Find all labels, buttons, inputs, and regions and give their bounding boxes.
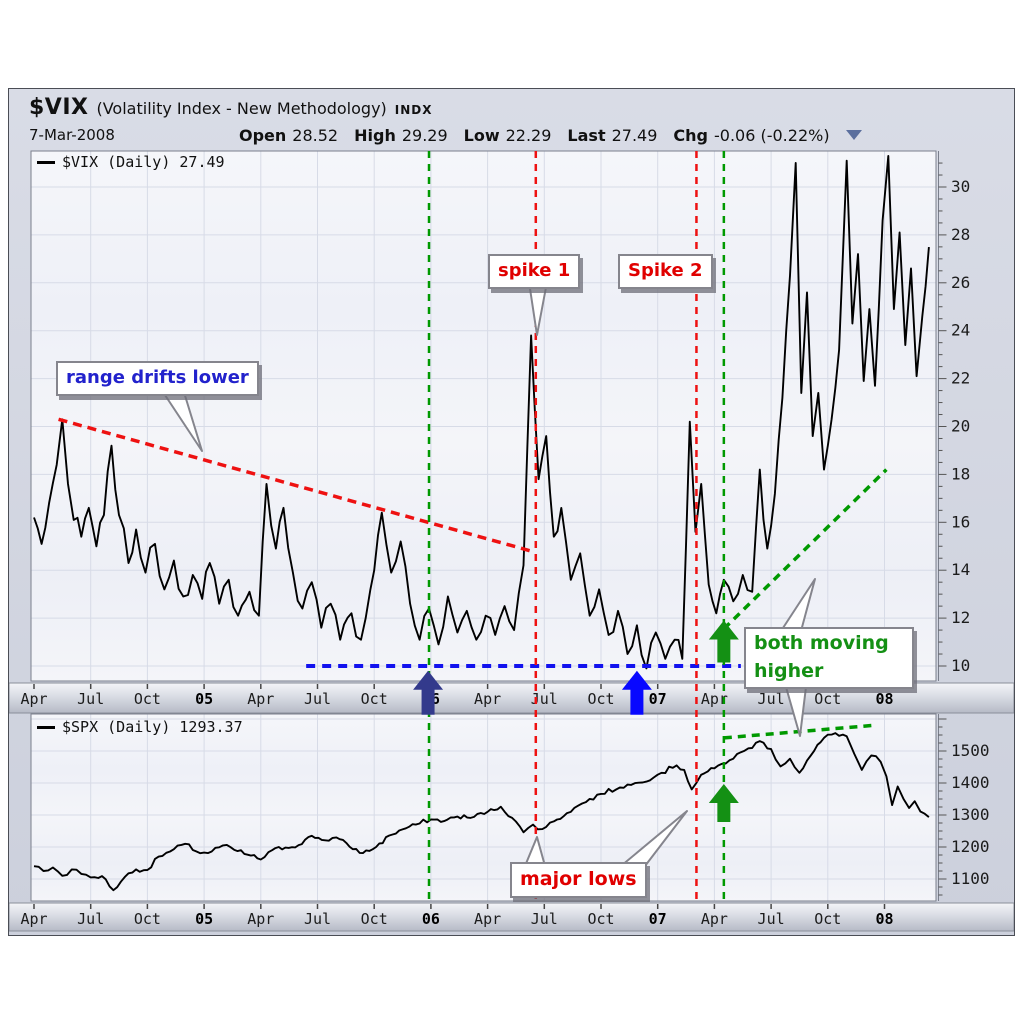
svg-text:Oct: Oct (814, 690, 841, 708)
svg-text:Jul: Jul (531, 910, 558, 928)
svg-text:Oct: Oct (361, 690, 388, 708)
svg-text:Oct: Oct (814, 910, 841, 928)
svg-text:14: 14 (951, 560, 970, 579)
svg-text:Apr: Apr (247, 910, 274, 928)
svg-text:1400: 1400 (951, 773, 990, 792)
annotation-range-drifts-lower: range drifts lower (56, 361, 259, 396)
svg-text:28: 28 (951, 225, 970, 244)
svg-text:Jul: Jul (758, 910, 785, 928)
up-arrow (413, 670, 444, 715)
chart-panel: $VIX (Volatility Index - New Methodology… (8, 88, 1015, 936)
plot-backgrounds (31, 151, 936, 901)
svg-text:Jul: Jul (77, 910, 104, 928)
annotation-major-lows: major lows (510, 862, 647, 899)
svg-text:Apr: Apr (474, 910, 501, 928)
vix-series-swatch (37, 161, 55, 164)
svg-text:Apr: Apr (20, 910, 47, 928)
y-axis-ruler: 1100 1200 1300 1400 1500 (938, 714, 990, 901)
svg-text:22: 22 (951, 369, 970, 388)
high-label: High (354, 125, 396, 145)
gridlines (31, 151, 936, 901)
open-label: Open (239, 125, 287, 145)
svg-text:Apr: Apr (474, 690, 501, 708)
up-arrow (708, 620, 739, 663)
svg-text:Apr: Apr (701, 690, 728, 708)
vix-legend-label: $VIX (Daily) 27.49 (62, 153, 225, 171)
chart-canvas: Apr Jul Oct 05 Apr Jul Oct 06 Apr Jul Oct 07 Apr Jul O… (9, 150, 1014, 932)
svg-text:08: 08 (875, 690, 893, 708)
quote-date: 7-Mar-2008 (29, 126, 115, 144)
svg-text:30: 30 (951, 177, 970, 196)
svg-text:05: 05 (195, 910, 213, 928)
svg-text:Apr: Apr (247, 690, 274, 708)
svg-text:05: 05 (195, 690, 213, 708)
last-label: Last (567, 125, 606, 145)
svg-text:1300: 1300 (951, 805, 990, 824)
svg-text:24: 24 (951, 321, 970, 340)
svg-text:07: 07 (649, 910, 667, 928)
spx-series-swatch (37, 726, 55, 729)
symbol-description: (Volatility Index - New Methodology) (96, 99, 387, 118)
svg-text:1200: 1200 (951, 837, 990, 856)
svg-text:Jul: Jul (304, 910, 331, 928)
x-axis-strip: Apr Jul Oct 05 Apr Jul Oct 06 Apr Jul Oct 07 Apr Jul O… (9, 902, 1014, 932)
symbol: $VIX (29, 95, 89, 120)
svg-text:12: 12 (951, 608, 970, 627)
svg-text:07: 07 (649, 690, 667, 708)
quote-values: Open 28.52 High 29.29 Low 22.29 Last 27.… (229, 126, 862, 145)
vix-legend: $VIX (Daily) 27.49 (37, 153, 225, 171)
svg-text:Oct: Oct (587, 910, 614, 928)
spx-legend: $SPX (Daily) 1293.37 (37, 718, 243, 736)
open-value: 28.52 (292, 125, 339, 145)
svg-text:1500: 1500 (951, 741, 990, 760)
svg-text:Oct: Oct (134, 690, 161, 708)
plot-borders (30, 150, 937, 902)
dropdown-arrow-icon[interactable] (845, 130, 862, 140)
svg-text:1100: 1100 (951, 869, 990, 888)
svg-text:06: 06 (422, 910, 440, 928)
high-value: 29.29 (401, 125, 448, 145)
y-axis-ruler: 10 12 14 16 18 20 22 24 26 28 30 (938, 151, 970, 681)
chg-value: -0.06 (-0.22%) (714, 125, 830, 145)
annotation-spike-1: spike 1 (488, 254, 581, 289)
chg-label: Chg (673, 125, 708, 145)
annotation-both-moving-higher: both moving higher (744, 627, 914, 690)
svg-text:Oct: Oct (134, 910, 161, 928)
svg-text:Jul: Jul (758, 690, 785, 708)
svg-text:Jul: Jul (531, 690, 558, 708)
svg-text:Oct: Oct (361, 910, 388, 928)
exchange-label: INDX (394, 103, 433, 117)
low-label: Low (463, 125, 500, 145)
up-arrow (621, 670, 652, 715)
arrows (413, 620, 739, 822)
low-value: 22.29 (505, 125, 552, 145)
svg-text:20: 20 (951, 417, 970, 436)
svg-text:Apr: Apr (20, 690, 47, 708)
svg-text:18: 18 (951, 464, 970, 483)
svg-text:Oct: Oct (587, 690, 614, 708)
svg-text:26: 26 (951, 273, 970, 292)
svg-text:Jul: Jul (77, 690, 104, 708)
quote-row: 7-Mar-2008 Open 28.52 High 29.29 Low 22.… (29, 123, 944, 147)
spx-series-line (33, 732, 930, 892)
annotation-spike-2: Spike 2 (618, 254, 713, 289)
vix-series-line (33, 154, 930, 670)
callout-tails (160, 281, 816, 867)
last-value: 27.49 (611, 125, 658, 145)
up-arrow (708, 783, 739, 822)
spx-legend-label: $SPX (Daily) 1293.37 (62, 718, 243, 736)
svg-text:Jul: Jul (304, 690, 331, 708)
svg-text:10: 10 (951, 656, 970, 675)
svg-text:08: 08 (875, 910, 893, 928)
title-row: $VIX (Volatility Index - New Methodology… (29, 95, 433, 123)
svg-text:16: 16 (951, 512, 970, 531)
svg-text:Apr: Apr (701, 910, 728, 928)
